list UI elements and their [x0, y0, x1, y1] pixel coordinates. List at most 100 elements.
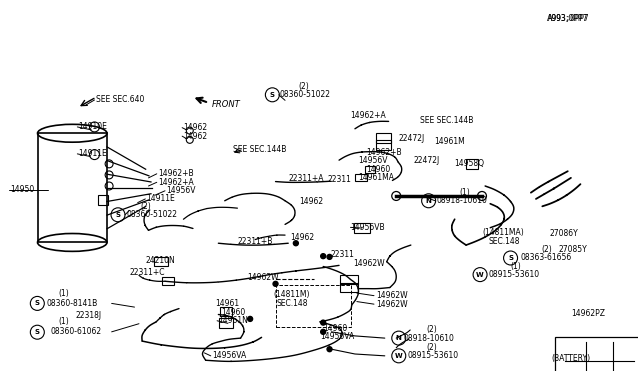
- Bar: [161, 277, 173, 285]
- Text: 08360-51022: 08360-51022: [280, 90, 331, 99]
- Text: 14962: 14962: [290, 233, 314, 242]
- Text: S: S: [35, 301, 40, 307]
- Text: 08363-61656: 08363-61656: [520, 253, 572, 263]
- Text: 14961M: 14961M: [435, 137, 465, 146]
- Text: 27086Y: 27086Y: [550, 230, 579, 238]
- Circle shape: [327, 347, 332, 352]
- Circle shape: [321, 320, 326, 325]
- Text: 14950: 14950: [10, 185, 35, 194]
- Text: 14962+B: 14962+B: [158, 169, 194, 178]
- Text: SEE SEC.144B: SEE SEC.144B: [420, 116, 473, 125]
- Text: 22318J: 22318J: [76, 311, 102, 320]
- Text: 22311: 22311: [328, 175, 351, 184]
- Text: 22472J: 22472J: [413, 156, 440, 166]
- Text: 14956V: 14956V: [358, 156, 388, 166]
- Text: SEC.148: SEC.148: [488, 237, 520, 246]
- Circle shape: [273, 281, 278, 286]
- Bar: [98, 195, 108, 205]
- Bar: [38, 133, 107, 243]
- Text: S: S: [508, 255, 513, 261]
- Text: 22311+B: 22311+B: [237, 237, 273, 246]
- Text: N: N: [426, 198, 431, 204]
- Text: 14961: 14961: [215, 299, 239, 308]
- Text: W: W: [395, 353, 403, 359]
- Text: N: N: [396, 335, 402, 341]
- Text: FRONT: FRONT: [212, 100, 241, 109]
- Text: 14962W: 14962W: [376, 300, 408, 309]
- Text: (14811M): (14811M): [273, 291, 310, 299]
- Text: 22311+C: 22311+C: [129, 268, 165, 277]
- Bar: [376, 133, 392, 143]
- Text: 08918-10610: 08918-10610: [436, 196, 487, 205]
- Text: W: W: [476, 272, 484, 278]
- Text: (2): (2): [541, 245, 552, 254]
- Bar: [154, 257, 168, 266]
- Circle shape: [327, 254, 332, 259]
- Text: 14910E: 14910E: [79, 122, 108, 131]
- Text: 14962: 14962: [184, 123, 207, 132]
- Text: (2): (2): [298, 82, 309, 91]
- Text: (2): (2): [427, 325, 438, 334]
- Text: 14962W: 14962W: [248, 273, 279, 282]
- Bar: [219, 318, 233, 328]
- Text: 14956VA: 14956VA: [212, 351, 246, 360]
- Text: 14960: 14960: [366, 164, 390, 173]
- Text: (2): (2): [427, 343, 438, 352]
- Text: (2): (2): [141, 202, 152, 211]
- Text: 14962: 14962: [300, 198, 324, 206]
- Text: S: S: [35, 329, 40, 335]
- Bar: [555, 337, 640, 372]
- Text: (1): (1): [460, 188, 470, 197]
- Text: A993;0PP7: A993;0PP7: [547, 13, 589, 22]
- Text: (BATTERY): (BATTERY): [552, 354, 591, 363]
- Text: 14962+B: 14962+B: [366, 148, 402, 157]
- Circle shape: [293, 241, 298, 246]
- Circle shape: [248, 317, 253, 321]
- Text: 14962+A: 14962+A: [158, 178, 194, 187]
- Text: 14962W: 14962W: [376, 291, 408, 300]
- Text: 14911E: 14911E: [79, 150, 108, 158]
- Text: 08360-8141B: 08360-8141B: [47, 299, 98, 308]
- Text: 14956VA: 14956VA: [320, 332, 355, 341]
- Text: SEE SEC.640: SEE SEC.640: [97, 96, 145, 105]
- Text: 22472J: 22472J: [398, 134, 424, 142]
- Text: 08918-10610: 08918-10610: [403, 334, 454, 343]
- Text: 14962: 14962: [184, 132, 207, 141]
- Text: 14962PZ: 14962PZ: [571, 309, 605, 318]
- Text: A993;0PP7: A993;0PP7: [547, 13, 589, 22]
- Circle shape: [321, 254, 326, 259]
- Bar: [365, 166, 374, 173]
- Circle shape: [321, 329, 326, 334]
- Text: 22311: 22311: [331, 250, 355, 259]
- Text: 14960: 14960: [221, 308, 246, 317]
- Bar: [276, 285, 351, 327]
- Text: 14911E: 14911E: [147, 195, 175, 203]
- Text: 24210N: 24210N: [145, 256, 175, 266]
- Text: S: S: [115, 212, 120, 218]
- Text: 14962+A: 14962+A: [351, 111, 387, 121]
- Bar: [340, 275, 358, 283]
- Text: 08360-61062: 08360-61062: [50, 327, 101, 336]
- Text: (1): (1): [511, 262, 522, 270]
- Text: 14956V: 14956V: [166, 186, 196, 195]
- Text: 22311+A: 22311+A: [288, 174, 324, 183]
- Bar: [340, 283, 358, 292]
- Text: 27085Y: 27085Y: [558, 245, 587, 254]
- Text: S: S: [270, 92, 275, 98]
- Bar: [354, 223, 370, 233]
- Text: 14960: 14960: [323, 324, 348, 333]
- Text: (1): (1): [58, 289, 69, 298]
- Text: 14962W: 14962W: [354, 259, 385, 268]
- Bar: [220, 307, 232, 316]
- Text: 14956VB: 14956VB: [351, 223, 385, 232]
- Text: (1): (1): [58, 317, 69, 326]
- Bar: [376, 140, 392, 150]
- Text: 08915-53610: 08915-53610: [408, 351, 459, 360]
- Text: 08360-51022: 08360-51022: [126, 210, 177, 219]
- Text: 14961N: 14961N: [218, 316, 248, 325]
- Text: (14811MA): (14811MA): [482, 228, 524, 237]
- Text: SEC.148: SEC.148: [277, 299, 308, 308]
- Bar: [355, 173, 367, 182]
- Text: 14958Q: 14958Q: [454, 158, 484, 168]
- Bar: [467, 159, 479, 169]
